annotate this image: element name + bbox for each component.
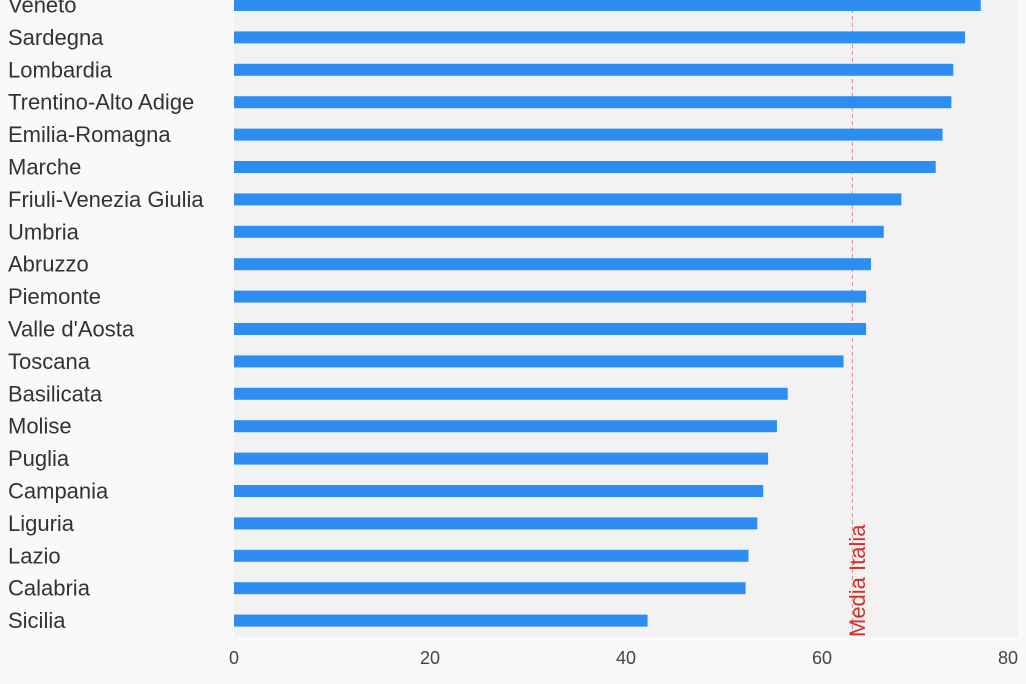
bar-toscana: [234, 355, 844, 368]
bar-trentino-alto-adige: [234, 96, 952, 109]
bar-calabria: [234, 582, 746, 595]
category-label: Puglia: [8, 446, 70, 471]
x-tick-label: 0: [229, 648, 239, 668]
bar-veneto: [234, 0, 981, 11]
bar-umbria: [234, 225, 884, 238]
bar-molise: [234, 420, 777, 433]
bar-abruzzo: [234, 258, 871, 271]
category-label: Piemonte: [8, 284, 101, 309]
bar-valle-d-aosta: [234, 323, 867, 335]
category-label: Lombardia: [8, 57, 113, 82]
bar-basilicata: [234, 387, 788, 400]
bar-friuli-venezia-giulia: [234, 193, 902, 206]
bar-piemonte: [234, 290, 867, 303]
category-label: Liguria: [8, 511, 75, 536]
category-label: Trentino-Alto Adige: [8, 90, 194, 115]
category-label: Lazio: [8, 543, 61, 568]
category-label: Emilia-Romagna: [8, 122, 171, 147]
category-label: Sicilia: [8, 608, 66, 633]
reference-line-label: Media Italia: [845, 524, 870, 637]
category-label: Toscana: [8, 349, 91, 374]
category-label: Sardegna: [8, 25, 104, 50]
x-tick-label: 20: [420, 648, 440, 668]
category-label: Marche: [8, 155, 81, 180]
category-label: Basilicata: [8, 381, 103, 406]
category-label: Veneto: [8, 0, 77, 18]
category-label: Umbria: [8, 219, 80, 244]
bar-lombardia: [234, 63, 954, 76]
category-label: Valle d'Aosta: [8, 317, 135, 342]
bar-campania: [234, 485, 764, 497]
bar-sicilia: [234, 614, 648, 627]
category-label: Calabria: [8, 576, 91, 601]
bar-liguria: [234, 517, 758, 530]
bar-emilia-romagna: [234, 128, 943, 141]
category-label: Campania: [8, 479, 109, 504]
category-label: Abruzzo: [8, 252, 89, 277]
bar-sardegna: [234, 31, 966, 44]
category-label: Friuli-Venezia Giulia: [8, 187, 204, 212]
bar-puglia: [234, 452, 769, 465]
x-tick-label: 80: [998, 648, 1018, 668]
category-label: Molise: [8, 414, 72, 439]
bar-marche: [234, 161, 936, 173]
x-tick-label: 40: [616, 648, 636, 668]
x-tick-label: 60: [812, 648, 832, 668]
bar-lazio: [234, 549, 749, 562]
plot-area-background: [234, 0, 1018, 637]
